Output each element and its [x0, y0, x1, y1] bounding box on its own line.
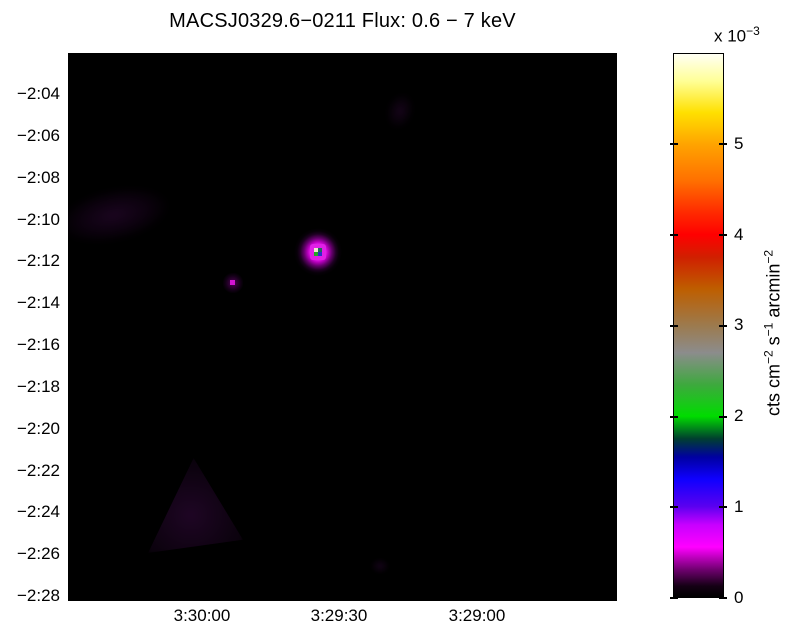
y-tick-label: −2:22	[16, 461, 60, 480]
scale-base: x 10	[714, 26, 747, 46]
core-pixel-white	[314, 248, 318, 252]
x-tick-label: 3:30:00	[173, 606, 231, 625]
colorbar-tick-label: 3	[734, 315, 744, 334]
faint-diffuse-wedge	[68, 177, 175, 253]
colorbar-unit-label: cts cm−2 s−1 arcmin−2	[762, 250, 785, 416]
scale-exponent: −3	[746, 24, 760, 38]
colorbar-scale-label: x 10−3	[714, 24, 760, 47]
colorbar-tick-mark	[670, 143, 678, 145]
colorbar-tick-label: 5	[734, 134, 744, 153]
unit-text: s	[763, 336, 784, 351]
x-tick-label: 3:29:30	[310, 606, 368, 625]
colorbar-tick-mark	[719, 597, 727, 599]
faint-smudge-top	[376, 83, 424, 139]
colorbar	[673, 53, 724, 598]
y-tick-label: −2:10	[16, 210, 60, 229]
unit-sup: −2	[761, 350, 776, 365]
colorbar-tick-mark	[670, 234, 678, 236]
secondary-source	[230, 280, 235, 285]
unit-sup: −2	[761, 249, 776, 264]
y-tick-label: −2:14	[16, 293, 60, 312]
faint-diffuse-triangle	[148, 458, 243, 553]
colorbar-tick-label: 4	[734, 225, 744, 244]
colorbar-tick-label: 2	[734, 406, 744, 425]
core-pixel-green	[314, 252, 318, 256]
y-tick-label: −2:24	[16, 502, 60, 521]
colorbar-tick-mark	[670, 325, 678, 327]
sky-image	[68, 53, 617, 601]
x-tick-label: 3:29:00	[448, 606, 506, 625]
unit-text: arcmin	[763, 263, 784, 323]
colorbar-tick-mark	[670, 597, 678, 599]
unit-sup: −1	[761, 322, 776, 337]
y-tick-label: −2:26	[16, 544, 60, 563]
colorbar-tick-mark	[719, 234, 727, 236]
y-tick-label: −2:28	[16, 586, 60, 605]
y-tick-label: −2:06	[16, 126, 60, 145]
colorbar-tick-mark	[719, 143, 727, 145]
colorbar-tick-label: 0	[734, 588, 744, 607]
primary-source-core	[314, 248, 322, 256]
chart-title: MACSJ0329.6−0211 Flux: 0.6 − 7 keV	[169, 10, 516, 32]
y-tick-label: −2:04	[16, 84, 60, 103]
y-tick-label: −2:18	[16, 377, 60, 396]
y-tick-label: −2:12	[16, 251, 60, 270]
colorbar-tick-mark	[670, 506, 678, 508]
core-pixel-blue	[318, 252, 322, 256]
y-axis: −2:04 −2:06 −2:08 −2:10 −2:12 −2:14 −2:1…	[0, 0, 63, 635]
colorbar-tick-label: 1	[734, 497, 744, 516]
y-tick-label: −2:08	[16, 168, 60, 187]
unit-text: cts cm	[763, 364, 784, 417]
y-tick-label: −2:16	[16, 335, 60, 354]
colorbar-tick-mark	[719, 325, 727, 327]
faint-smudge-bottom	[368, 556, 392, 576]
core-pixel-teal	[318, 248, 322, 252]
colorbar-tick-mark	[670, 416, 678, 418]
colorbar-tick-mark	[719, 506, 727, 508]
y-tick-label: −2:20	[16, 419, 60, 438]
colorbar-tick-mark	[719, 416, 727, 418]
